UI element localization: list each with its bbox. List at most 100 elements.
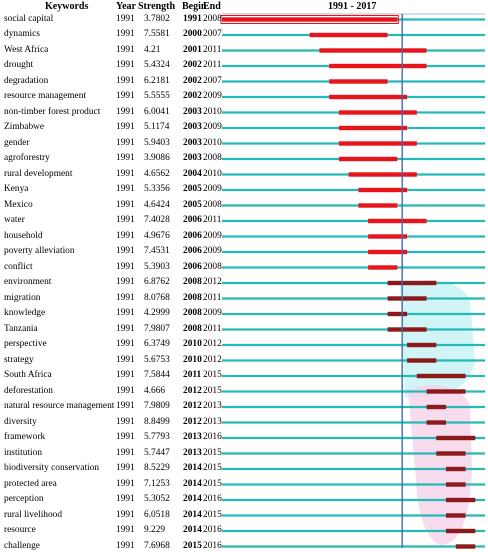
- keyword-label: water: [4, 215, 25, 225]
- keyword-label: drought: [4, 60, 34, 70]
- keyword-label: dynamics: [4, 29, 40, 39]
- begin-cell: 2014: [183, 494, 202, 504]
- burst-bar: [222, 17, 398, 22]
- keyword-label: Tanzania: [4, 323, 38, 334]
- keyword-label: deforestation: [4, 385, 53, 396]
- strength-cell: 7.5581: [144, 29, 170, 39]
- end-cell: 2016: [203, 494, 222, 504]
- strength-cell: 4.21: [144, 44, 161, 55]
- year-cell: 1991: [116, 540, 135, 551]
- year-cell: 1991: [116, 463, 135, 473]
- strength-cell: 5.7793: [144, 432, 170, 442]
- year-cell: 1991: [116, 60, 135, 70]
- begin-cell: 2010: [183, 339, 202, 349]
- burst-bar: [446, 497, 476, 503]
- burst-bar: [426, 420, 447, 425]
- end-cell: 2009: [203, 122, 222, 132]
- keyword-label: environment: [4, 277, 52, 287]
- end-cell: 2009: [203, 230, 222, 241]
- burst-bar: [368, 249, 408, 255]
- begin-cell: 2008: [183, 292, 202, 303]
- year-cell: 1991: [116, 153, 135, 163]
- burst-bar: [338, 110, 417, 115]
- strength-cell: 3.9086: [144, 153, 170, 163]
- keyword-label: Mexico: [4, 199, 33, 210]
- year-cell: 1991: [116, 385, 135, 396]
- begin-cell: 1991: [183, 13, 202, 24]
- burst-bar: [338, 125, 408, 131]
- strength-cell: 5.3356: [144, 184, 170, 194]
- end-cell: 2015: [203, 463, 222, 473]
- keyword-label: degradation: [4, 75, 49, 86]
- burst-bar: [446, 482, 466, 487]
- end-cell: 2015: [203, 478, 222, 489]
- year-cell: 1991: [116, 137, 135, 148]
- end-cell: 2011: [203, 292, 222, 303]
- strength-cell: 4.666: [144, 385, 166, 396]
- highlight-cyan-region: [400, 280, 475, 398]
- highlight-pink-region: [408, 385, 472, 545]
- strength-cell: 3.7802: [144, 13, 170, 24]
- strength-cell: 8.8499: [144, 416, 170, 427]
- end-cell: 2013: [203, 401, 222, 411]
- burst-bar: [407, 358, 437, 363]
- end-cell: 2008: [203, 153, 222, 163]
- burst-bar: [407, 342, 437, 348]
- end-cell: 2016: [203, 525, 222, 535]
- end-cell: 2007: [203, 75, 222, 86]
- begin-cell: 2013: [183, 447, 202, 458]
- burst-bar: [446, 528, 476, 534]
- year-cell: 1991: [116, 370, 135, 380]
- begin-cell: 2013: [183, 432, 202, 442]
- end-cell: 2009: [203, 246, 222, 256]
- end-cell: 2015: [203, 509, 222, 520]
- strength-cell: 6.0518: [144, 509, 170, 520]
- strength-cell: 4.6424: [144, 199, 170, 210]
- strength-cell: 4.9676: [144, 230, 170, 241]
- end-cell: 2015: [203, 447, 222, 458]
- strength-cell: 7.1253: [144, 478, 170, 489]
- begin-cell: 2001: [183, 44, 202, 55]
- year-cell: 1991: [116, 494, 135, 504]
- year-cell: 1991: [116, 13, 135, 24]
- keyword-label: Kenya: [4, 184, 29, 194]
- year-cell: 1991: [116, 75, 135, 86]
- first-bar-frame: [220, 15, 399, 24]
- keyword-label: natural resource management: [4, 401, 115, 411]
- year-cell: 1991: [116, 308, 135, 318]
- year-cell: 1991: [116, 230, 135, 241]
- keyword-label: strategy: [4, 354, 34, 365]
- keyword-label: rural development: [4, 168, 73, 179]
- keyword-label: conflict: [4, 261, 33, 272]
- year-cell: 1991: [116, 246, 135, 256]
- end-cell: 2009: [203, 308, 222, 318]
- burst-bar: [446, 513, 466, 518]
- strength-cell: 5.3052: [144, 494, 170, 504]
- burst-bar: [338, 156, 398, 162]
- year-cell: 1991: [116, 292, 135, 303]
- burst-bar: [329, 79, 388, 84]
- strength-cell: 6.3749: [144, 339, 170, 349]
- end-cell: 2008: [203, 199, 222, 210]
- burst-bar: [329, 63, 427, 69]
- begin-cell: 2003: [183, 153, 202, 163]
- end-cell: 2011: [203, 323, 222, 334]
- year-cell: 1991: [116, 261, 135, 272]
- year-cell: 1991: [116, 184, 135, 194]
- burst-bar: [426, 389, 466, 394]
- header-year: Year: [116, 1, 136, 12]
- begin-cell: 2012: [183, 401, 202, 411]
- year-cell: 1991: [116, 339, 135, 349]
- header-strength: Strength: [138, 1, 176, 12]
- begin-cell: 2008: [183, 323, 202, 334]
- year-cell: 1991: [116, 44, 135, 55]
- end-cell: 2008: [203, 261, 222, 272]
- begin-cell: 2014: [183, 463, 202, 473]
- keyword-label: institution: [4, 447, 43, 458]
- end-cell: 2012: [203, 354, 222, 365]
- keyword-label: Zimbabwe: [4, 122, 45, 132]
- begin-cell: 2006: [183, 246, 202, 256]
- year-cell: 1991: [116, 215, 135, 225]
- strength-cell: 7.5844: [144, 370, 170, 380]
